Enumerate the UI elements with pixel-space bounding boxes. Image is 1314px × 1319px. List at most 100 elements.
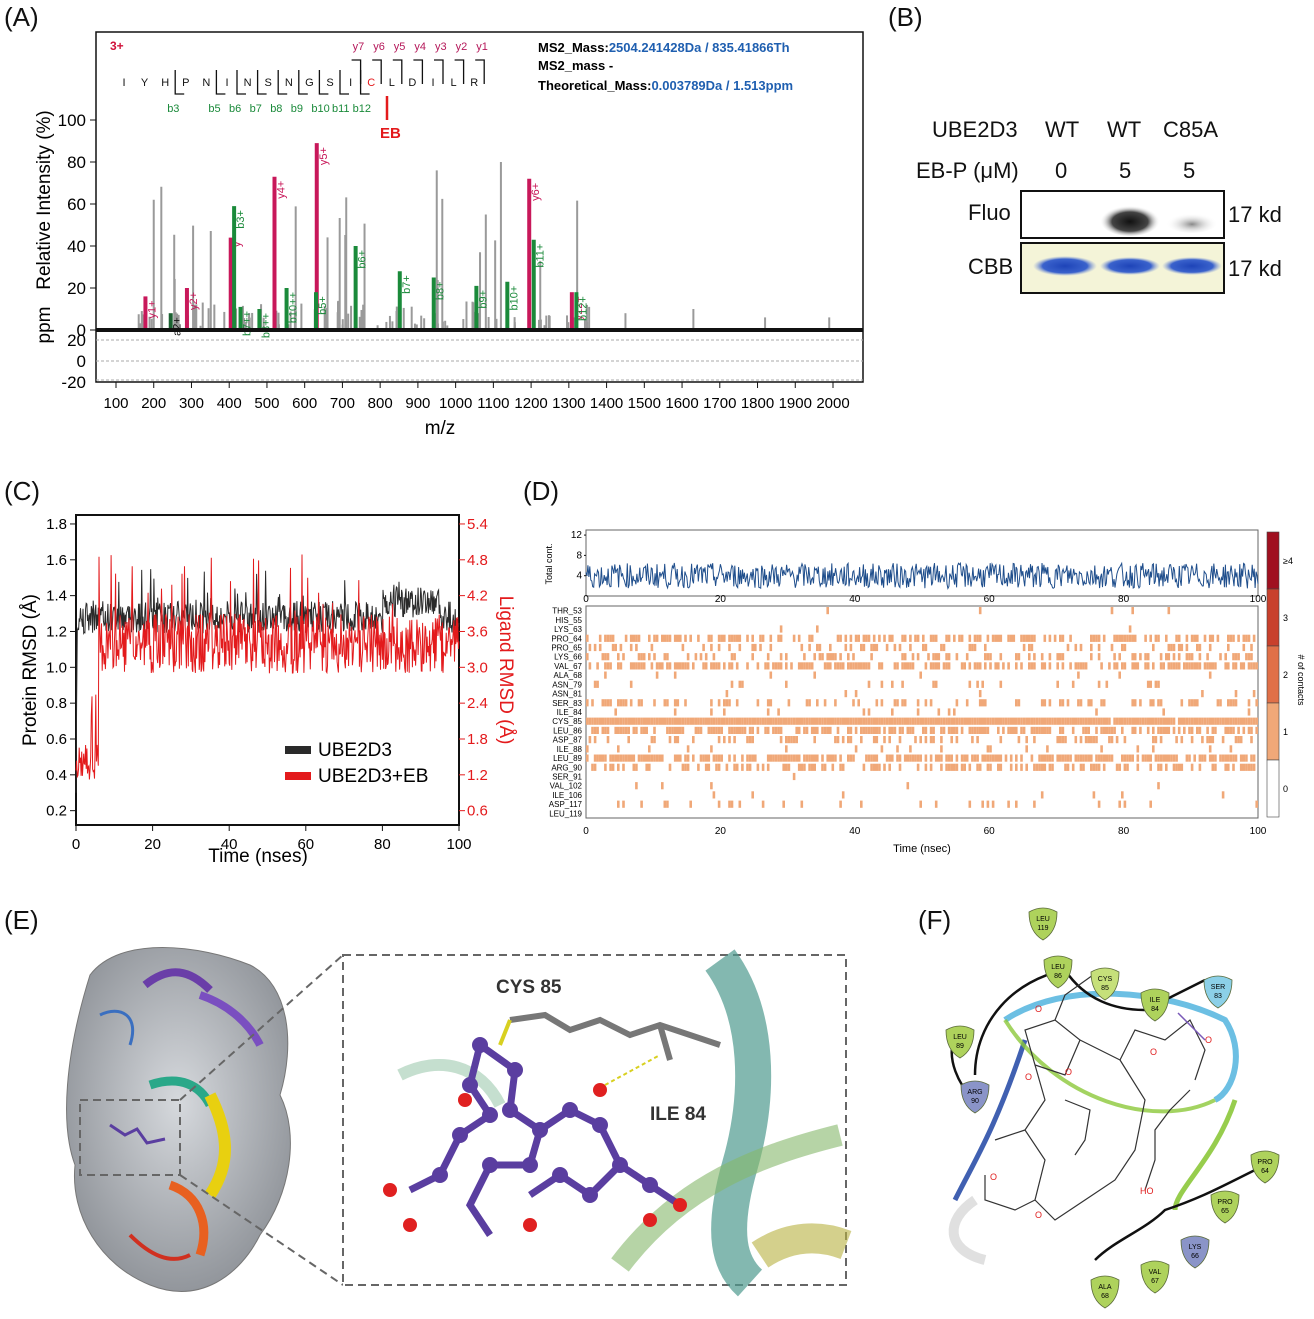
contact-cell — [627, 736, 630, 744]
contact-cell — [655, 754, 659, 762]
contact-cell — [1123, 634, 1127, 642]
contact-cell — [1123, 717, 1127, 725]
contact-cell — [901, 680, 904, 688]
contact-cell — [766, 708, 770, 716]
contact-cell — [609, 754, 612, 762]
contact-cell — [689, 634, 692, 642]
contact-cell — [909, 754, 912, 762]
contact-cell — [891, 754, 894, 762]
contact-cell — [697, 763, 700, 771]
contact-cell — [818, 643, 822, 652]
contact-cell — [927, 717, 930, 725]
contact-cell — [847, 653, 850, 661]
contact-cell — [637, 653, 641, 661]
contact-cell — [766, 754, 770, 762]
contact-cell — [586, 634, 589, 642]
contact-cell — [898, 643, 902, 652]
contact-cell — [735, 717, 739, 725]
contact-cell — [1172, 662, 1176, 670]
contact-cell — [710, 717, 713, 725]
contact-cell — [909, 634, 912, 642]
contact-cell — [857, 717, 860, 725]
contact-cell — [1126, 717, 1129, 725]
contact-cell — [738, 680, 742, 688]
contact-cell — [668, 736, 672, 744]
contact-cell — [1136, 662, 1140, 670]
contact-cell — [978, 717, 982, 725]
contact-cell — [880, 680, 884, 688]
contact-cell — [1177, 643, 1181, 652]
contact-cell — [976, 736, 979, 744]
conc-3: 5 — [1183, 158, 1196, 183]
contact-cell — [1188, 717, 1191, 725]
contact-cell — [1066, 754, 1070, 762]
contact-cell — [924, 699, 928, 707]
contact-cell — [960, 634, 964, 642]
contact-cell — [1100, 717, 1103, 725]
contact-cell — [619, 726, 623, 734]
contact-cell — [1038, 763, 1041, 771]
y-tick: 60 — [67, 195, 86, 214]
contact-cell — [1128, 754, 1132, 762]
contact-cell — [738, 726, 742, 734]
contact-cell — [847, 754, 850, 762]
contact-cell — [1245, 763, 1248, 771]
contact-cell — [697, 634, 700, 642]
contact-cell — [950, 736, 953, 744]
contact-cell — [787, 699, 791, 707]
contact-cell — [782, 717, 785, 725]
contact-cell — [839, 662, 842, 670]
contact-cell — [715, 726, 718, 734]
peak-label: b7+ — [401, 275, 413, 294]
contact-cell — [635, 643, 638, 652]
contact-cell — [1064, 754, 1067, 762]
contact-cell — [673, 717, 677, 725]
contact-cell — [963, 754, 966, 762]
contact-cell — [666, 653, 669, 661]
contact-cell — [984, 754, 987, 762]
contact-cell — [984, 726, 987, 734]
contact-cell — [973, 662, 977, 670]
contact-cell — [844, 690, 848, 698]
contact-cell — [1015, 726, 1018, 734]
peak-label: y — [232, 241, 244, 247]
peak-label: a2+ — [172, 317, 184, 336]
contact-cell — [929, 634, 933, 642]
peak-label: y6+ — [530, 183, 542, 201]
contact-cell — [586, 653, 589, 661]
contact-cell — [1180, 736, 1184, 744]
residue-label: HIS_55 — [555, 616, 582, 625]
contact-cell — [629, 699, 633, 707]
contact-cell — [803, 763, 806, 771]
contact-cell — [994, 662, 997, 670]
contact-cell — [1123, 736, 1127, 744]
contact-cell — [1046, 745, 1049, 753]
contact-cell — [1115, 662, 1119, 670]
contact-cell — [1154, 736, 1158, 744]
x-tick: 400 — [217, 395, 242, 412]
contact-cell — [624, 726, 628, 734]
contact-cell — [1190, 736, 1194, 744]
contact-cell — [692, 717, 695, 725]
contact-cell — [1245, 653, 1248, 661]
contact-cell — [1084, 726, 1088, 734]
cbb-band-2 — [1100, 257, 1160, 275]
contact-cell — [679, 754, 682, 762]
contact-cell — [1152, 699, 1155, 707]
contact-cell — [942, 717, 946, 725]
contact-cell — [1025, 736, 1028, 744]
contact-cell — [777, 754, 780, 762]
contact-cell — [1146, 717, 1150, 725]
contact-cell — [637, 634, 641, 642]
contact-cell — [999, 653, 1003, 661]
contact-cell — [723, 634, 726, 642]
residue-label: ALA_68 — [554, 671, 583, 680]
contact-cell — [942, 662, 946, 670]
contact-cell — [849, 754, 853, 762]
contact-cell — [723, 708, 726, 716]
x-tick: 100 — [446, 836, 471, 853]
contact-cell — [805, 699, 809, 707]
contact-cell — [1141, 717, 1145, 725]
y-ion-label: y3 — [435, 41, 447, 53]
contact-cell — [756, 699, 760, 707]
